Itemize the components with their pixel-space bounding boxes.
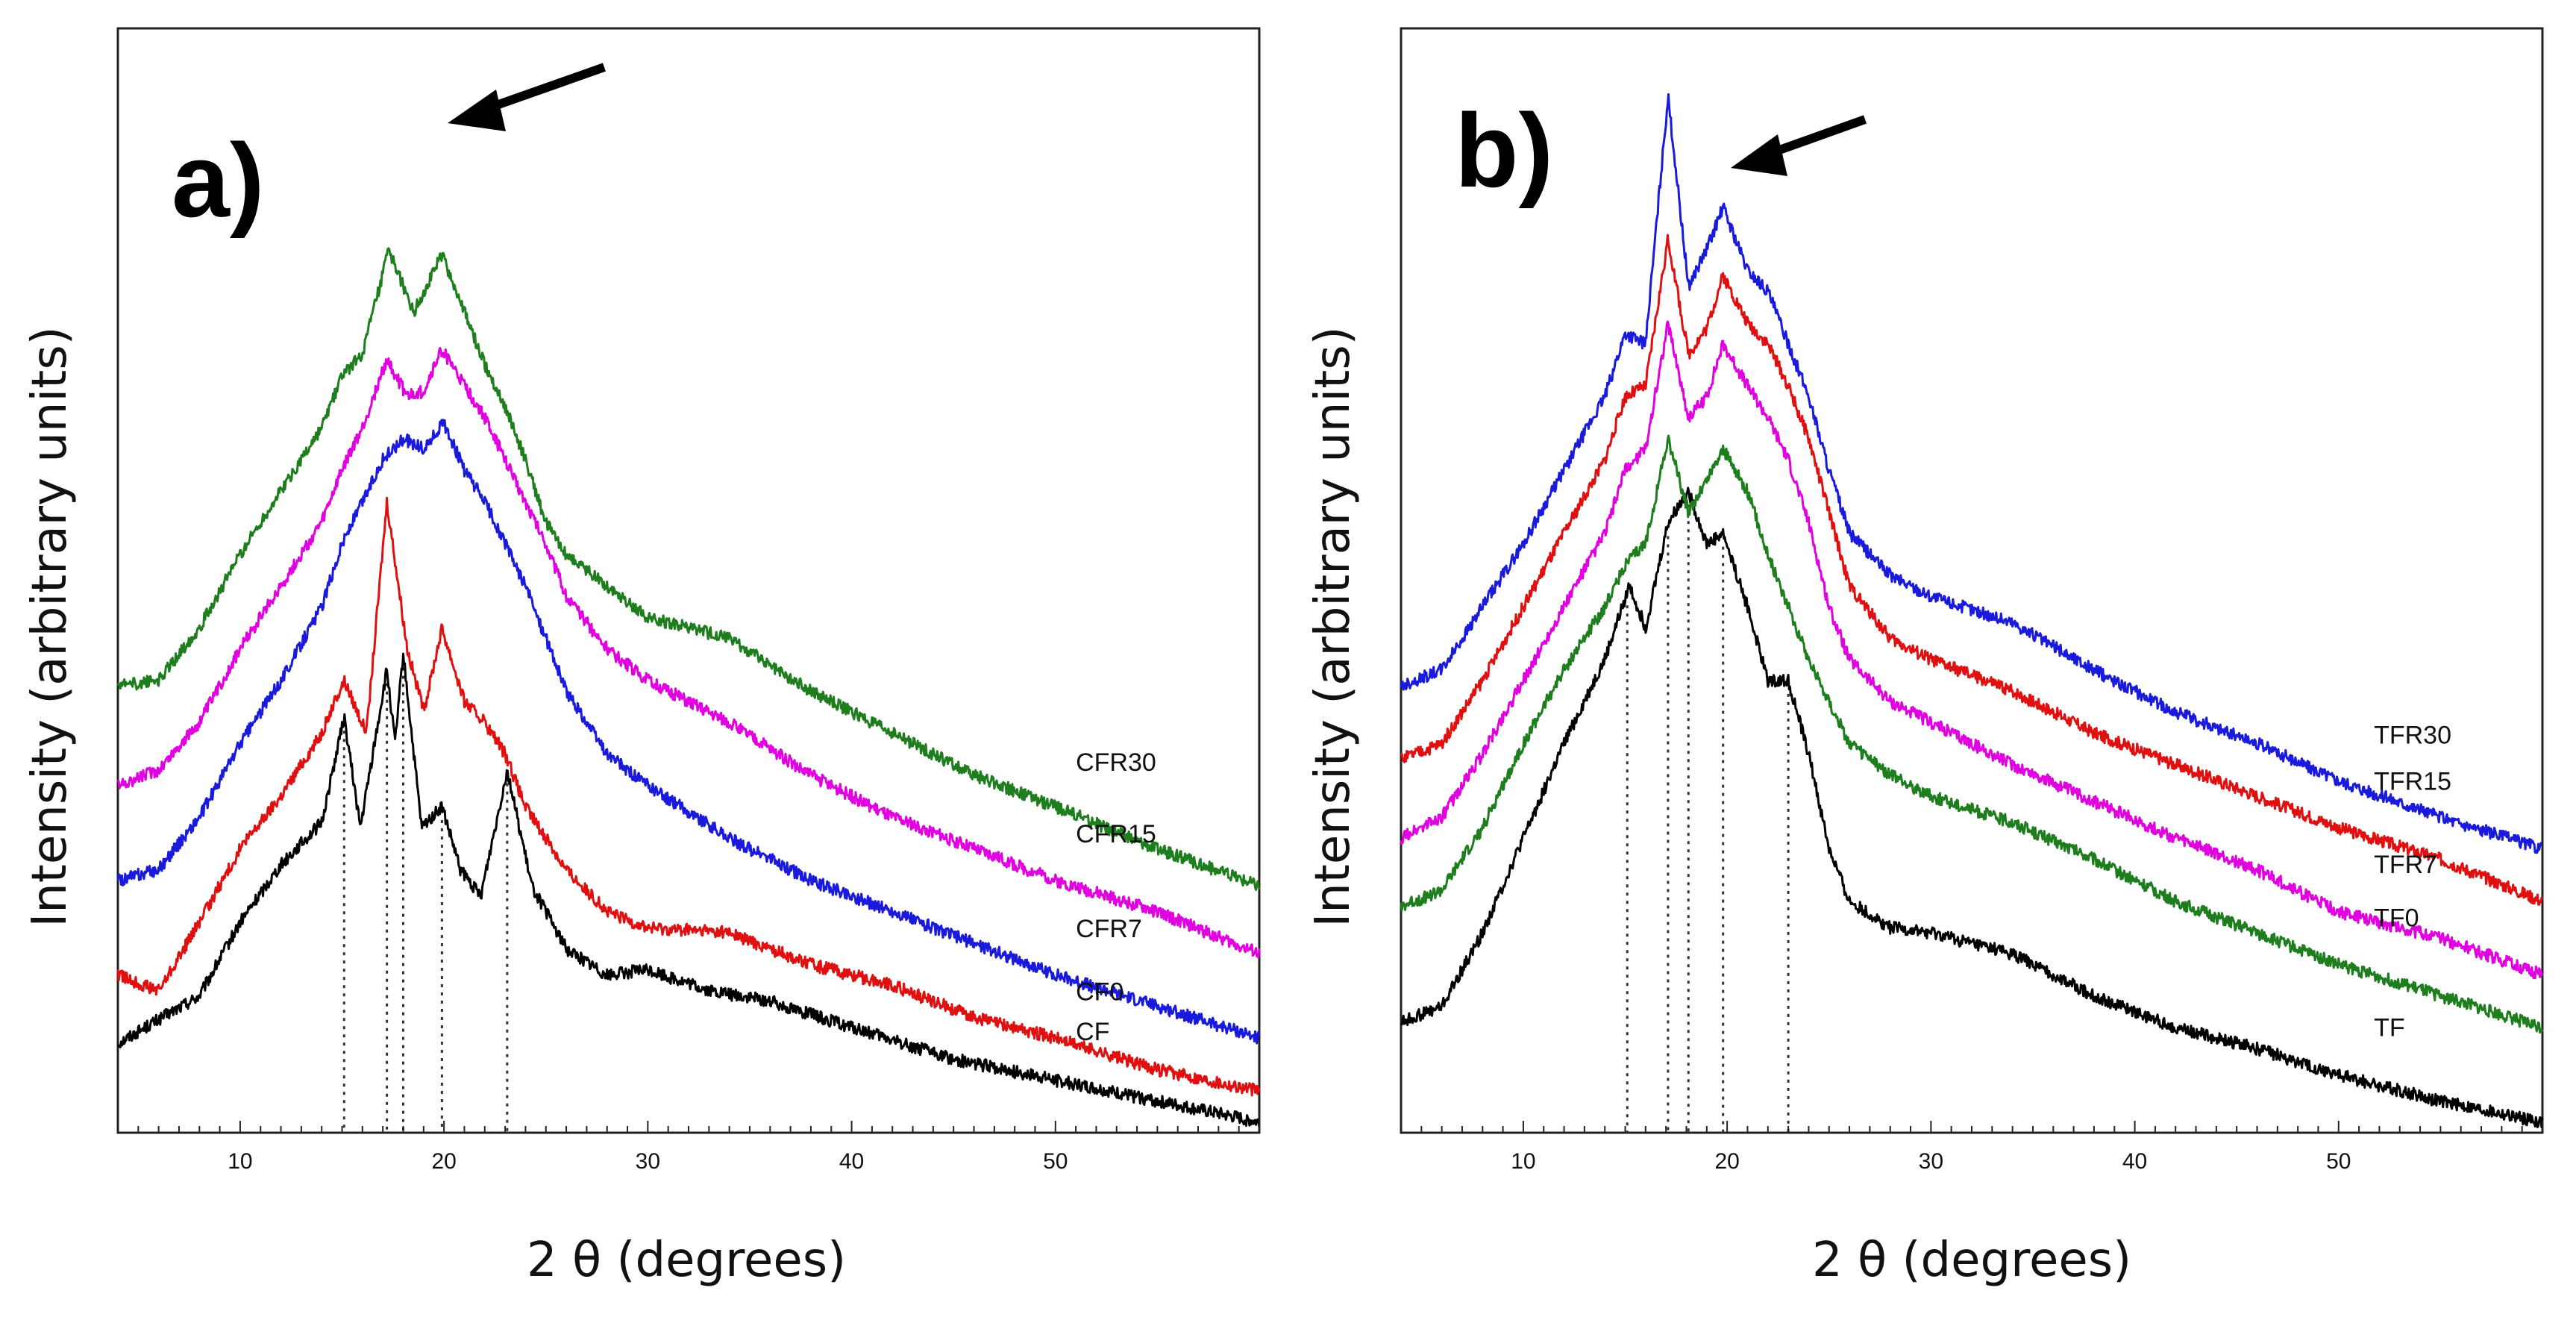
panel-b-series-tfr15 (1400, 234, 2544, 906)
panel-a-series-cfr30 (116, 247, 1261, 892)
panel-b-x-tick-label: 10 (1511, 1149, 1535, 1174)
panel-b-chart: Intensity (arbitrary units) 10 20 30 40 50 T… (1306, 27, 2544, 1288)
panel-a-series-label: CFR7 (1076, 915, 1142, 943)
panel-a-chart: Intensity (arbitrary units) 10 20 30 40 50 C… (22, 27, 1261, 1288)
panel-b-x-tick-label: 50 (2326, 1149, 2351, 1174)
panel-b-x-tick-label: 40 (2122, 1149, 2147, 1174)
panel-b-series-label: TF (2374, 1013, 2405, 1042)
panel-b-letter: b) (1455, 92, 1553, 209)
panel-b-y-axis-label: Intensity (arbitrary units) (1306, 326, 1361, 927)
panel-a-series-label: CFR30 (1076, 748, 1156, 777)
panel-b-series-label: TFR30 (2374, 721, 2451, 749)
panel-a-series-label: CFR15 (1076, 820, 1156, 848)
panel-b-series-tfr30 (1400, 93, 2543, 854)
panel-a-series-label: CF0 (1076, 978, 1124, 1006)
panel-a-x-tick-label: 20 (431, 1149, 456, 1174)
panel-b-series-label: TF0 (2374, 904, 2419, 933)
panel-a-series-cfr7 (116, 419, 1261, 1045)
panel-a-series-label: CF (1076, 1018, 1109, 1046)
panel-b-x-tick-label: 30 (1919, 1149, 1943, 1174)
panel-a-x-tick-label: 40 (839, 1149, 864, 1174)
panel-b-x-axis-label: 2 θ (degrees) (1812, 1233, 2131, 1288)
panel-a-series-cfr15 (116, 347, 1261, 959)
panel-b-series-tfr7 (1400, 320, 2544, 980)
panel-a-y-axis-label: Intensity (arbitrary units) (22, 326, 78, 927)
panel-b-peak-arrow (1731, 115, 1867, 176)
panel-b-series-tf (1400, 487, 2544, 1129)
panel-a-peak-arrow (448, 63, 606, 131)
panel-a-series-cf0 (116, 496, 1261, 1097)
panel-b-x-tick-label: 20 (1714, 1149, 1739, 1174)
panel-b-series-label: TFR15 (2374, 767, 2451, 795)
panel-b-series-tf0 (1400, 434, 2544, 1034)
panel-a-x-axis-label: 2 θ (degrees) (527, 1233, 846, 1288)
panel-a-x-tick-label: 50 (1043, 1149, 1068, 1174)
panel-a-letter: a) (172, 122, 264, 239)
panel-a-series-cf (116, 652, 1261, 1127)
panel-a-x-tick-label: 10 (228, 1149, 252, 1174)
panel-a-x-tick-label: 30 (636, 1149, 660, 1174)
panel-b-series-label: TFR7 (2374, 851, 2437, 879)
